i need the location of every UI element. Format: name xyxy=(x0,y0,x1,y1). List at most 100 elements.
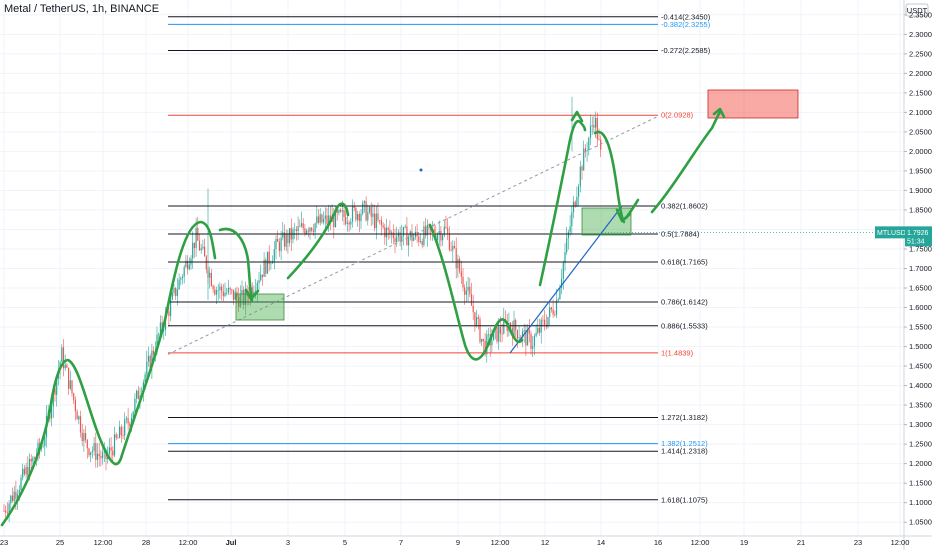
candle-body xyxy=(367,212,369,221)
fib-level-label: 1.272(1.3182) xyxy=(661,413,708,422)
arrowhead-icon xyxy=(712,107,726,119)
candle-body xyxy=(438,230,440,235)
candle-body xyxy=(469,286,471,295)
candle-body xyxy=(523,330,525,332)
candle-body xyxy=(476,317,478,326)
candle-body xyxy=(124,419,126,436)
candle-body xyxy=(51,406,53,419)
drawing-layer[interactable] xyxy=(0,89,799,527)
y-tick-label: 1.2000 xyxy=(909,459,932,468)
candle-body xyxy=(358,214,360,222)
candle-body xyxy=(117,437,119,439)
candle-body xyxy=(176,289,178,296)
candle-body xyxy=(304,228,306,234)
candle-body xyxy=(375,213,377,229)
x-tick-label: 7 xyxy=(399,538,403,547)
candle-body xyxy=(481,338,483,342)
candle-body xyxy=(472,305,474,313)
candle-body xyxy=(499,326,501,334)
candle-body xyxy=(598,139,600,141)
candle-body xyxy=(129,423,131,426)
candle-body xyxy=(474,312,476,326)
candle-body xyxy=(391,232,393,234)
candle-body xyxy=(584,148,586,151)
candle-body xyxy=(572,201,575,213)
candle-body xyxy=(146,361,148,375)
candle-body xyxy=(187,260,189,270)
candle-body xyxy=(419,241,422,242)
candle-body xyxy=(255,290,257,292)
candle-body xyxy=(462,276,464,288)
candle-body xyxy=(447,227,449,234)
candle-body xyxy=(149,355,151,368)
candle-body xyxy=(338,209,340,213)
candle-body xyxy=(212,285,214,290)
candle-body xyxy=(566,238,568,253)
candle-body xyxy=(278,241,280,252)
candle-body xyxy=(521,331,524,338)
candle-body xyxy=(360,213,362,222)
y-tick-label: 1.5000 xyxy=(909,342,932,351)
candle-body xyxy=(100,456,102,459)
candle-body xyxy=(589,125,592,138)
y-tick-label: 1.9500 xyxy=(909,166,932,175)
candle-body xyxy=(178,279,180,290)
candle-body xyxy=(98,453,100,457)
y-tick-label: 1.7000 xyxy=(909,264,932,273)
candle-body xyxy=(119,426,121,438)
price-axis[interactable]: USDT 1.0500 1.1000 1.1500 1.2000 1.2500 1.3000… xyxy=(903,0,932,550)
candle-body xyxy=(487,334,490,335)
candle-body xyxy=(205,256,207,270)
candle-body xyxy=(317,216,320,223)
demand-zone-box xyxy=(235,293,285,321)
candle-body xyxy=(188,264,190,270)
candle-body xyxy=(345,217,347,224)
y-tick-label: 1.7500 xyxy=(909,244,932,253)
marker-dot xyxy=(419,168,423,172)
candle-body xyxy=(306,230,308,234)
candle-body xyxy=(283,232,286,247)
candle-body xyxy=(372,213,374,217)
candle-body xyxy=(442,235,444,241)
candle-body xyxy=(204,246,206,257)
candlestick-series xyxy=(3,96,602,522)
y-tick-label: 1.6500 xyxy=(909,284,932,293)
y-tick-label: 1.3000 xyxy=(909,420,932,429)
time-axis[interactable]: 23 25 12:00 28 12:00 Jul 3 5 7 9 12:00 12 14 16 12:00 1… xyxy=(0,535,932,547)
candle-body xyxy=(326,215,328,224)
candle-body xyxy=(137,390,139,400)
y-tick-label: 1.8500 xyxy=(909,205,932,214)
candle-body xyxy=(350,221,352,225)
y-tick-label: 2.2500 xyxy=(909,49,932,58)
candle-body xyxy=(370,207,372,217)
arrowhead-icon xyxy=(244,288,260,301)
y-tick-label: 1.1500 xyxy=(909,479,932,488)
candle-body xyxy=(215,290,218,295)
fibonacci-retracement[interactable]: -0.414(2.3450)-0.382(2.3255) -0.272(2.258… xyxy=(167,12,711,504)
y-tick-label: 1.4000 xyxy=(909,381,932,390)
candle-body xyxy=(418,236,420,242)
candle-body xyxy=(125,418,127,420)
candle-body xyxy=(436,234,439,240)
candle-body xyxy=(549,307,551,317)
candle-body xyxy=(183,267,185,277)
candle-body xyxy=(450,249,452,251)
candle-body xyxy=(27,466,29,478)
candle-body xyxy=(538,327,541,333)
symbol-tag-label: MTLUSDT xyxy=(877,230,911,237)
candle-body xyxy=(321,214,323,223)
y-tick-label: 1.4500 xyxy=(909,362,932,371)
candle-body xyxy=(209,272,211,278)
candle-body xyxy=(542,319,544,321)
candle-body xyxy=(445,226,447,228)
candle-body xyxy=(102,452,104,459)
candle-body xyxy=(244,289,246,305)
candle-body xyxy=(425,226,427,236)
candle-body xyxy=(241,289,243,295)
trend-line xyxy=(509,205,623,354)
candle-body xyxy=(56,378,58,395)
candle-body xyxy=(470,294,473,306)
freehand-drawing xyxy=(218,227,254,302)
candle-body xyxy=(93,443,95,451)
